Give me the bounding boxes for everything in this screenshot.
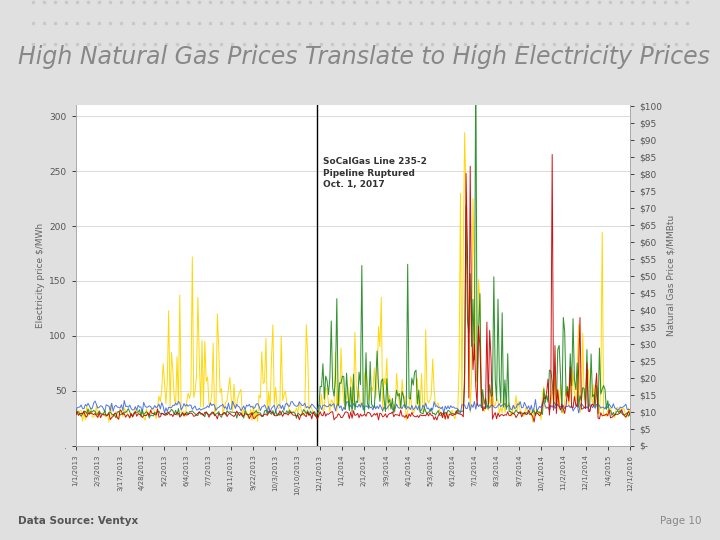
Text: Page 10: Page 10 — [660, 516, 702, 526]
Y-axis label: Natural Gas Price $/MMBtu: Natural Gas Price $/MMBtu — [666, 215, 675, 336]
Text: Data Source: Ventyx: Data Source: Ventyx — [18, 516, 138, 526]
Text: SoCalGas Line 235-2
Pipeline Ruptured
Oct. 1, 2017: SoCalGas Line 235-2 Pipeline Ruptured Oc… — [323, 157, 427, 190]
Text: High Natural Gas Prices Translate to High Electricity Prices: High Natural Gas Prices Translate to Hig… — [18, 45, 710, 69]
Y-axis label: Electricity price $/MWh: Electricity price $/MWh — [36, 223, 45, 328]
